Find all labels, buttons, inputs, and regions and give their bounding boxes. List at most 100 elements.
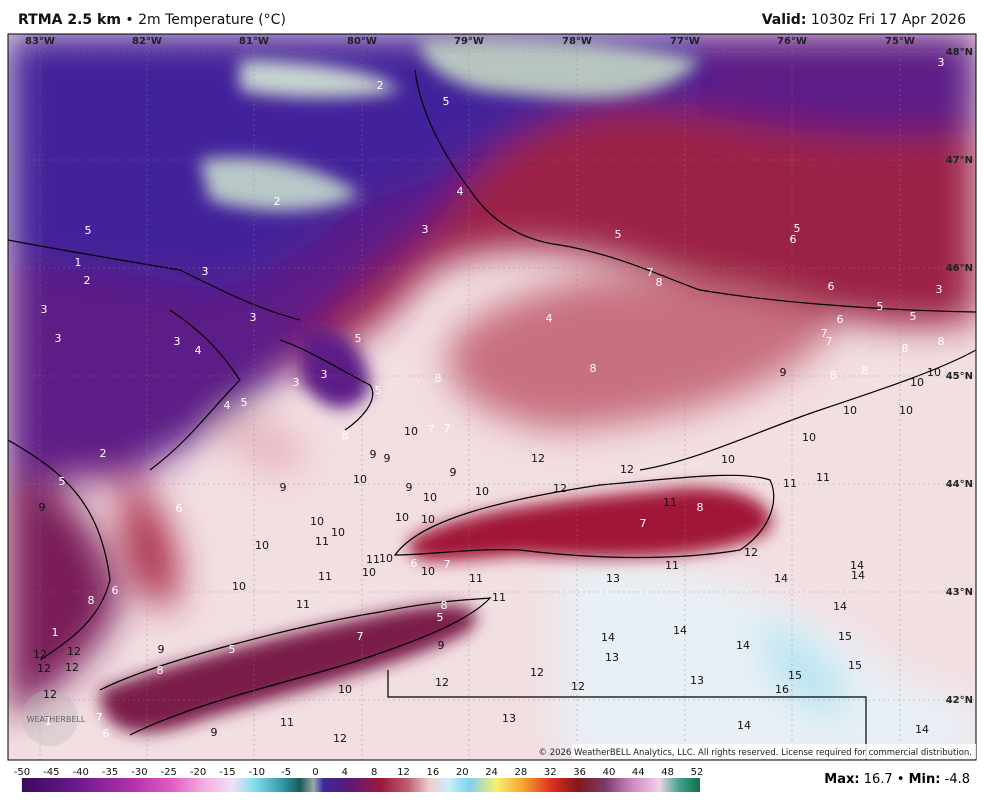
temperature-label: 9 [370,448,377,461]
temperature-label: 3 [250,311,257,324]
temperature-label: 7 [821,327,828,340]
temperature-label: 12 [67,645,81,658]
temperature-label: 12 [33,648,47,661]
latitude-label: 42°N [946,695,973,706]
temperature-label: 4 [546,312,553,325]
temperature-label: 8 [697,501,704,514]
temperature-label: 11 [816,471,830,484]
temperature-label: 5 [910,310,917,323]
temperature-label: 8 [830,369,837,382]
colorbar-tick-label: 16 [427,767,440,778]
temperature-label: 3 [174,335,181,348]
longitude-label: 80°W [347,36,377,47]
temperature-label: 10 [362,566,376,579]
temperature-label: 5 [437,611,444,624]
temperature-label: 2 [274,195,281,208]
footer-stats: Max: 16.7 • Min: -4.8 [824,772,970,787]
latitude-label: 46°N [946,263,973,274]
temperature-label: 3 [55,332,62,345]
temperature-label: 13 [502,712,516,725]
temperature-label: 8 [862,364,869,377]
colorbar-tick-label: -5 [281,767,291,778]
colorbar-tick-label: 40 [603,767,616,778]
temperature-label: 13 [690,674,704,687]
temperature-label: 3 [293,376,300,389]
temperature-label: 3 [938,56,945,69]
temperature-label: 10 [421,565,435,578]
colorbar-tick-label: -20 [190,767,206,778]
temperature-label: 10 [423,491,437,504]
temperature-label: 9 [280,481,287,494]
temperature-label: 11 [280,716,294,729]
temperature-label: 12 [553,482,567,495]
colorbar-tick-label: 32 [544,767,557,778]
temperature-label: 13 [605,651,619,664]
temperature-label: 11 [318,570,332,583]
temperature-label: 9 [406,481,413,494]
temperature-label: 7 [96,711,103,724]
temperature-label: 5 [59,475,66,488]
temperature-label: 2 [84,274,91,287]
longitude-label: 81°W [239,36,269,47]
field: • 2m Temperature (°C) [125,12,286,28]
temperature-label: 5 [241,396,248,409]
temperature-label: 9 [384,452,391,465]
longitude-label: 75°W [885,36,915,47]
temperature-label: 10 [331,526,345,539]
temperature-label: 4 [457,185,464,198]
temperature-label: 11 [492,591,506,604]
longitude-label: 82°W [132,36,162,47]
temperature-label: 6 [176,502,183,515]
temperature-label: 11 [366,553,380,566]
colorbar-tick-label: 28 [515,767,528,778]
colorbar-tick-label: -25 [161,767,177,778]
temperature-label: 8 [590,362,597,375]
temperature-label: 12 [744,546,758,559]
colorbar-tick-label: -50 [14,767,30,778]
temperature-label: 9 [450,466,457,479]
colorbar-tick-label: 36 [573,767,586,778]
temperature-label: 14 [673,624,687,637]
temperature-label: 11 [663,496,677,509]
temperature-label: 8 [441,599,448,612]
temperature-label: 10 [843,404,857,417]
temperature-label: 4 [195,344,202,357]
logo: WEATHERBELL [27,715,86,724]
temperature-label: 5 [355,332,362,345]
temperature-label: 14 [774,572,788,585]
temperature-label: 11 [665,559,679,572]
temperature-label: 8 [435,372,442,385]
temperature-label: 9 [39,501,46,514]
temperature-label: 14 [851,569,865,582]
temperature-label: 4 [224,399,231,412]
colorbar-tick-label: 24 [485,767,498,778]
temperature-label: 7 [444,558,451,571]
colorbar-tick-label: 44 [632,767,645,778]
latitude-label: 48°N [946,47,973,58]
temperature-label: 10 [927,366,941,379]
temperature-label: 5 [375,384,382,397]
longitude-label: 77°W [670,36,700,47]
temperature-label: 8 [656,276,663,289]
temperature-label: 5 [877,300,884,313]
map-field: WEATHERBELL [8,34,976,760]
temperature-label: 6 [828,280,835,293]
temperature-label: 10 [338,683,352,696]
temperature-label: 12 [571,680,585,693]
temperature-label: 3 [41,303,48,316]
temperature-label: 5 [85,224,92,237]
temperature-label: 8 [342,429,349,442]
colorbar-tick-label: -40 [73,767,89,778]
latitude-label: 45°N [946,371,973,382]
max-label: Max: [824,772,859,787]
temperature-label: 3 [422,223,429,236]
temperature-label: 10 [255,539,269,552]
temperature-label: 12 [531,452,545,465]
temperature-label: 12 [65,661,79,674]
temperature-label: 3 [321,368,328,381]
temperature-label: 6 [103,727,110,740]
temperature-label: 7 [444,422,451,435]
temperature-label: 12 [435,676,449,689]
temperature-label: 8 [157,664,164,677]
